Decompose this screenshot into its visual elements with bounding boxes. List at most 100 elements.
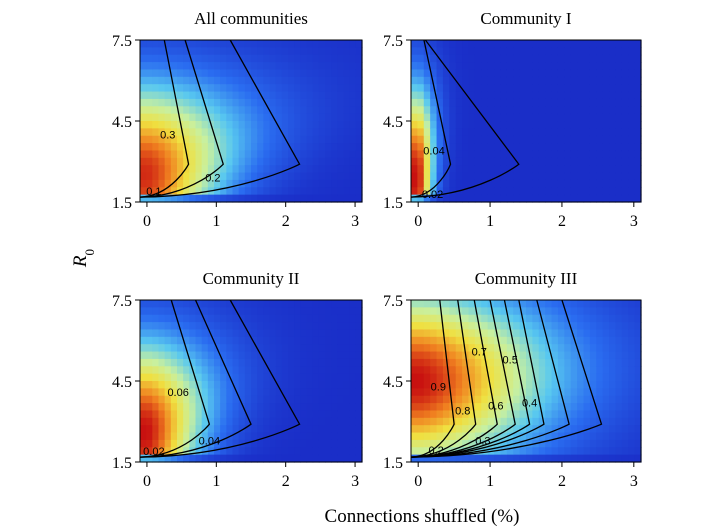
heatmap-cell <box>244 388 252 397</box>
heatmap-cell <box>170 40 178 48</box>
heatmap-cell <box>423 128 431 137</box>
heatmap-cell <box>244 322 252 331</box>
heatmap-cell <box>146 425 153 434</box>
heatmap-cell <box>288 447 295 456</box>
heatmap-cell <box>494 165 502 174</box>
heatmap-cell <box>238 447 246 456</box>
heatmap-cell <box>545 157 553 166</box>
heatmap-cell <box>244 381 252 389</box>
heatmap-cell <box>257 150 264 159</box>
heatmap-cell <box>436 91 444 100</box>
heatmap-cell <box>570 135 578 144</box>
heatmap-cell <box>318 417 326 426</box>
heatmap-cell <box>294 40 301 48</box>
heatmap-cell <box>481 62 489 71</box>
heatmap-cell <box>226 329 234 338</box>
heatmap-cell <box>257 40 264 48</box>
heatmap-cell <box>207 344 215 353</box>
heatmap-cell <box>417 40 425 48</box>
heatmap-cell <box>532 84 540 93</box>
heatmap-cell <box>526 84 533 93</box>
heatmap-cell <box>226 351 234 360</box>
heatmap-cell <box>513 432 521 441</box>
heatmap-cell <box>494 373 502 382</box>
heatmap-cell <box>152 314 160 323</box>
heatmap-cell <box>318 381 326 389</box>
heatmap-cell <box>513 329 521 338</box>
heatmap-cell <box>312 454 320 463</box>
heatmap-cell <box>263 454 271 463</box>
heatmap-cell <box>417 307 425 316</box>
contour-label: 0.3 <box>160 130 175 142</box>
heatmap-cell <box>170 425 178 434</box>
heatmap-cell <box>417 336 425 345</box>
heatmap-cell <box>189 40 197 48</box>
heatmap-cell <box>220 329 227 338</box>
heatmap-cell <box>281 54 289 63</box>
heatmap-cell <box>300 344 308 353</box>
heatmap-cell <box>331 403 338 412</box>
heatmap-cell <box>269 417 277 426</box>
heatmap-cell <box>423 454 431 463</box>
heatmap-cell <box>442 194 450 203</box>
heatmap-cell <box>294 322 301 331</box>
heatmap-cell <box>455 121 463 129</box>
contour-label: 0.8 <box>455 406 470 418</box>
heatmap-cell <box>506 84 514 93</box>
heatmap-cell <box>207 91 215 100</box>
heatmap-cell <box>152 179 160 188</box>
heatmap-cell <box>500 165 508 174</box>
heatmap-cell <box>170 366 178 375</box>
heatmap-cell <box>343 403 351 412</box>
heatmap-cell <box>570 336 578 345</box>
contour-label: 0.9 <box>431 381 446 393</box>
heatmap-cell <box>570 447 578 456</box>
heatmap-cell <box>170 150 178 159</box>
heatmap-cell <box>343 187 351 196</box>
heatmap-cell <box>532 69 540 78</box>
heatmap-cell <box>275 113 283 122</box>
heatmap-cell <box>519 62 527 71</box>
heatmap-cell <box>140 135 147 144</box>
heatmap-cell <box>251 358 258 367</box>
heatmap-cell <box>343 329 351 338</box>
heatmap-cell <box>201 194 209 203</box>
heatmap-cell <box>220 157 227 166</box>
heatmap-cell <box>602 179 610 188</box>
heatmap-cell <box>436 172 444 181</box>
heatmap-cell <box>146 98 153 107</box>
heatmap-cell <box>214 373 221 382</box>
heatmap-cell <box>318 366 326 375</box>
heatmap-cell <box>170 344 178 353</box>
heatmap-cell <box>589 417 597 426</box>
heatmap-cell <box>257 121 264 129</box>
heatmap-cell <box>564 300 572 308</box>
heatmap-cell <box>545 113 553 122</box>
heatmap-cell <box>275 121 283 129</box>
heatmap-cell <box>615 417 623 426</box>
heatmap-cell <box>423 358 431 367</box>
heatmap-cell <box>621 358 629 367</box>
heatmap-cell <box>634 121 642 129</box>
heatmap-cell <box>244 410 252 419</box>
heatmap-cell <box>538 113 546 122</box>
heatmap-cell <box>251 366 258 375</box>
heatmap-cell <box>146 84 153 93</box>
heatmap-cell <box>195 425 203 434</box>
heatmap-cell <box>417 322 425 331</box>
heatmap-cell <box>195 62 203 71</box>
contour-line <box>139 39 301 198</box>
heatmap-cell <box>506 432 514 441</box>
heatmap-cell <box>164 106 172 115</box>
heatmap-cell <box>312 62 320 71</box>
heatmap-cell <box>312 76 320 85</box>
heatmap-cell <box>628 388 636 397</box>
heatmap-cell <box>577 425 585 434</box>
heatmap-cell <box>343 417 351 426</box>
heatmap-cell <box>468 344 476 353</box>
heatmap-cell <box>462 314 470 323</box>
heatmap-cell <box>564 373 572 382</box>
heatmap-cell <box>318 314 326 323</box>
heatmap-cell <box>177 106 184 115</box>
heatmap-cell <box>170 76 178 85</box>
